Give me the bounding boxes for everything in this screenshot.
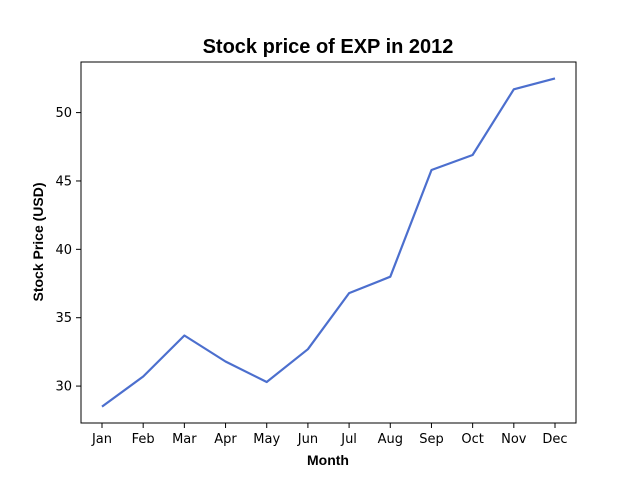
x-tick-label: Nov [501,432,527,447]
x-tick-label: May [253,432,280,447]
plot-frame [80,61,577,424]
y-tick-label: 35 [55,311,72,326]
y-tick-label: 40 [55,243,72,258]
x-tick-label: Oct [461,432,483,447]
x-tick-label: Dec [542,432,567,447]
x-tick-label: Jul [340,432,357,447]
series-line [101,77,556,408]
y-tick-label: 30 [55,380,72,395]
y-tick-label: 50 [55,106,72,121]
x-tick-label: Jan [91,432,112,447]
y-tick-label: 45 [55,174,72,189]
series-group [101,77,556,408]
x-tick-label: Sep [419,432,444,447]
x-tick-label: Feb [132,432,155,447]
x-tick-label: Aug [378,432,403,447]
x-tick-label: Apr [214,432,237,447]
y-axis-label: Stock Price (USD) [30,182,46,301]
chart-title: Stock price of EXP in 2012 [203,36,454,58]
x-tick-label: Jun [297,432,318,447]
x-axis-label: Month [307,452,349,468]
x-tick-label: Mar [172,432,197,447]
y-axis: 30 35 40 45 50 [55,106,81,395]
x-axis: Jan Feb Mar Apr May Jun Jul Aug Sep Oct Nov Dec [91,423,568,447]
